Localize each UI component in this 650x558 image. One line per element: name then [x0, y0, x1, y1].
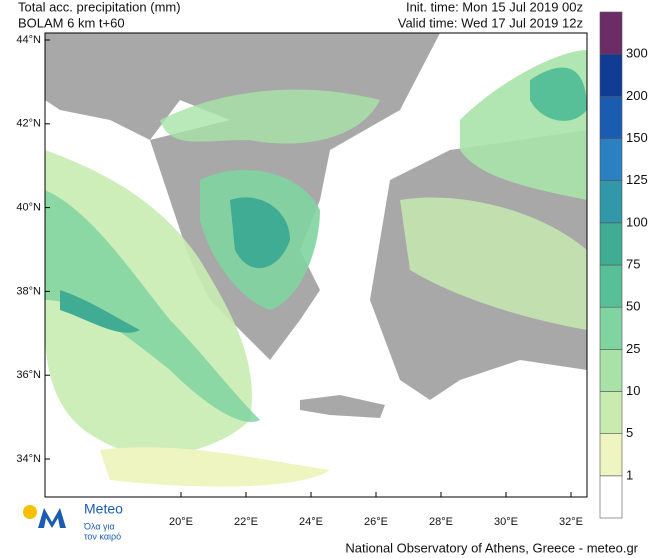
colorbar-label: 200 [626, 88, 648, 103]
colorbar-label: 5 [626, 425, 633, 440]
lat-label: 40°N [16, 202, 41, 214]
logo-name: Meteo [84, 501, 123, 517]
lon-label: 32°E [559, 516, 583, 528]
colorbar-box [599, 475, 623, 519]
colorbar-label: 125 [626, 172, 648, 187]
colorbar-box [599, 11, 623, 55]
map-frame [44, 32, 588, 498]
logo-mark [38, 508, 66, 528]
precip-south [100, 447, 330, 487]
precip-east-core [530, 67, 587, 121]
colorbar-label: 75 [626, 256, 640, 271]
colorbar-box [599, 53, 623, 97]
crete [300, 395, 385, 418]
colorbar-box [599, 349, 623, 392]
valid-time: Valid time: Wed 17 Jul 2019 12z [398, 15, 583, 30]
lat-label: 42°N [16, 118, 41, 130]
colorbar-label: 100 [626, 214, 648, 229]
init-time: Init. time: Mon 15 Jul 2019 00z [406, 0, 583, 14]
logo-tagline: Όλα για [83, 521, 115, 531]
lon-label: 22°E [234, 516, 258, 528]
lon-label: 26°E [364, 516, 388, 528]
precip-turkey [400, 197, 587, 330]
precip-balkans [160, 89, 380, 144]
colorbar-box [599, 391, 623, 434]
lon-label: 30°E [494, 516, 518, 528]
lon-label: 24°E [299, 516, 323, 528]
colorbar-box [599, 222, 623, 266]
colorbar-box [599, 264, 623, 308]
colorbar-label: 300 [626, 46, 648, 61]
lat-label: 34°N [16, 453, 41, 465]
colorbar-label: 1 [626, 467, 633, 482]
model: BOLAM 6 km t+60 [18, 15, 125, 30]
colorbar-box [599, 138, 623, 181]
colorbar-label: 50 [626, 299, 640, 314]
logo: Meteo Όλα για τον καιρό [23, 501, 123, 541]
colorbar-label: 10 [626, 383, 640, 398]
lat-label: 38°N [16, 285, 41, 297]
colorbar-label: 25 [626, 341, 640, 356]
colorbar-label: 150 [626, 130, 648, 145]
precip-west-core [45, 190, 260, 422]
lon-label: 28°E [429, 516, 453, 528]
lat-label: 44°N [16, 34, 41, 46]
colorbar-box [599, 180, 623, 224]
colorbar-box [599, 306, 623, 350]
logo-sun [23, 505, 37, 519]
colorbar-box [599, 433, 623, 477]
footer: National Observatory of Athens, Greece -… [345, 540, 638, 555]
lat-label: 36°N [16, 369, 41, 381]
lon-label: 20°E [169, 516, 193, 528]
precip-west-max [60, 290, 140, 333]
map [44, 32, 588, 498]
title: Total acc. precipitation (mm) [18, 0, 181, 14]
precip-greece-core [230, 197, 290, 269]
colorbar-box [599, 96, 623, 139]
logo-tagline: τον καιρό [84, 531, 121, 541]
